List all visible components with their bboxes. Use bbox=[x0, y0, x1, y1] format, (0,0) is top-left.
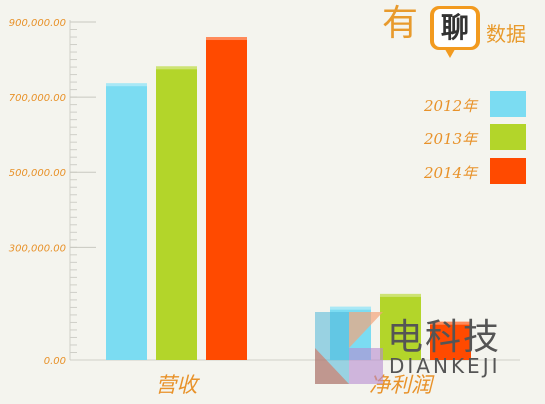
watermark-en-text: DIANKEJI bbox=[389, 354, 501, 378]
brand-bubble-tail bbox=[442, 44, 458, 58]
watermark-cn-text: 电科技 bbox=[387, 317, 502, 358]
y-tick-label: 700,000.00 bbox=[9, 93, 66, 104]
bar-highlight bbox=[380, 293, 421, 297]
watermark: 电科技 DIANKEJI bbox=[315, 308, 530, 388]
y-tick-label: 0.00 bbox=[44, 356, 66, 367]
bar bbox=[106, 83, 147, 361]
brand-char-you: 有 bbox=[382, 3, 419, 44]
y-tick-label: 300,000.00 bbox=[9, 243, 66, 254]
bar-highlight bbox=[206, 37, 247, 41]
legend-swatch bbox=[490, 91, 526, 117]
bar bbox=[430, 321, 471, 360]
brand-text-shuju: 数据 bbox=[486, 22, 526, 46]
y-tick-label: 900,000.00 bbox=[9, 18, 66, 29]
y-tick-label: 500,000.00 bbox=[9, 168, 66, 179]
legend-swatch bbox=[490, 124, 526, 150]
bars bbox=[106, 37, 471, 361]
brand-logo: 有 聊 数据 bbox=[382, 4, 542, 66]
bar-highlight bbox=[330, 306, 371, 310]
category-label: 营收 bbox=[156, 373, 201, 397]
brand-char-liao: 聊 bbox=[434, 9, 476, 47]
legend-label: 2013年 bbox=[424, 130, 478, 148]
legend-label: 2014年 bbox=[424, 164, 478, 182]
bar bbox=[156, 66, 197, 360]
watermark-logo-icon bbox=[315, 312, 383, 384]
bar bbox=[380, 293, 421, 360]
bar-highlight bbox=[430, 321, 471, 325]
legend-label: 2012年 bbox=[424, 97, 478, 115]
bar-highlight bbox=[106, 83, 147, 87]
bar-highlight bbox=[156, 66, 197, 70]
legend-swatch bbox=[490, 158, 526, 184]
bar bbox=[206, 37, 247, 361]
